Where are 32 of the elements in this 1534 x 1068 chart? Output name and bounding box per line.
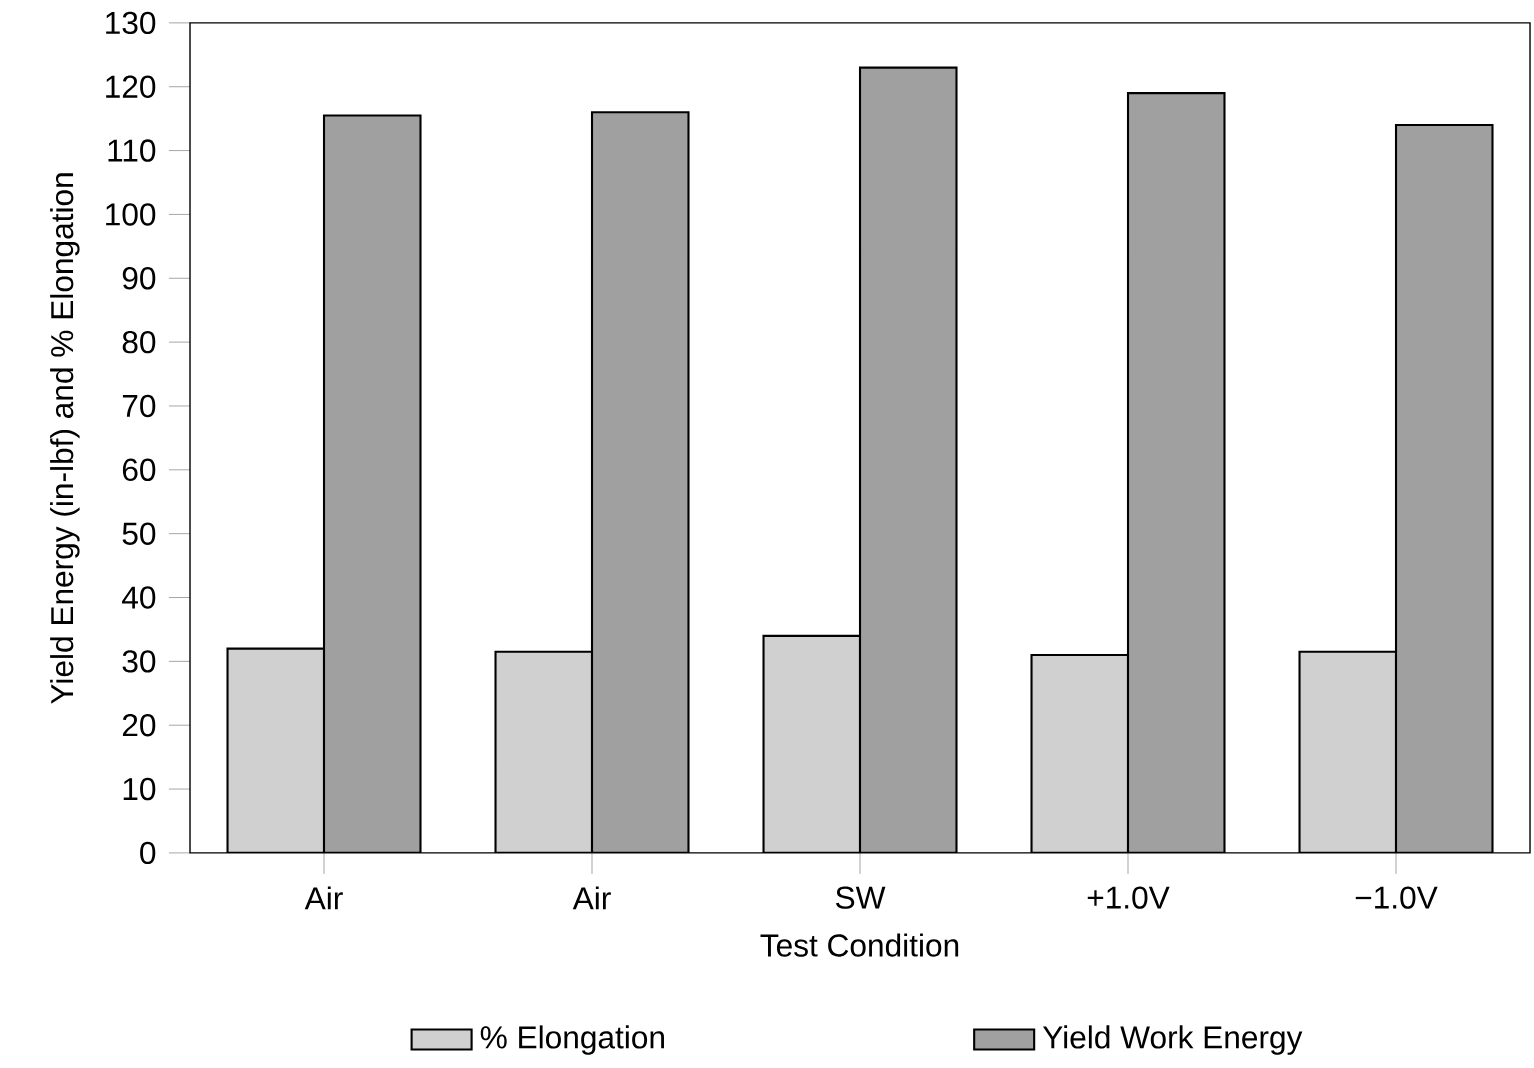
legend-label: % Elongation — [480, 1025, 664, 1056]
x-tick-label: Air — [304, 886, 343, 910]
y-tick-label: 90 — [122, 267, 156, 290]
y-tick-label: 20 — [122, 714, 156, 737]
y-tick-label: 0 — [140, 841, 156, 865]
bar — [763, 636, 861, 854]
y-tick-label: 120 — [106, 75, 156, 99]
y-tick-label: 30 — [122, 650, 156, 673]
x-tick-label: Air — [572, 886, 611, 910]
y-tick-label: 40 — [122, 586, 156, 609]
bar — [1298, 650, 1398, 854]
legend-label: Yield Work Energy — [1042, 1025, 1303, 1056]
y-tick-label: 10 — [123, 778, 156, 801]
bar — [227, 648, 325, 854]
y-tick-label: 130 — [106, 11, 156, 35]
bar — [1031, 655, 1129, 854]
bar — [592, 112, 689, 854]
bar — [324, 115, 421, 854]
y-tick-label: 60 — [122, 458, 156, 482]
x-tick-label: SW — [835, 886, 886, 910]
y-tick-label: 80 — [122, 331, 156, 354]
x-axis-title: Test Condition — [760, 933, 959, 957]
bar — [1128, 93, 1225, 854]
bar — [860, 67, 957, 854]
bar — [495, 651, 593, 854]
y-axis-title: Yield Energy (in-lbf) and % Elongation — [50, 173, 80, 705]
y-tick-label: 50 — [122, 522, 156, 546]
x-tick-label: +1.0V — [1087, 886, 1170, 910]
x-tick-label: −1.0V — [1355, 886, 1438, 910]
y-tick-label: 100 — [106, 203, 156, 226]
y-tick-label: 110 — [108, 139, 156, 162]
y-tick-label: 70 — [122, 394, 156, 418]
